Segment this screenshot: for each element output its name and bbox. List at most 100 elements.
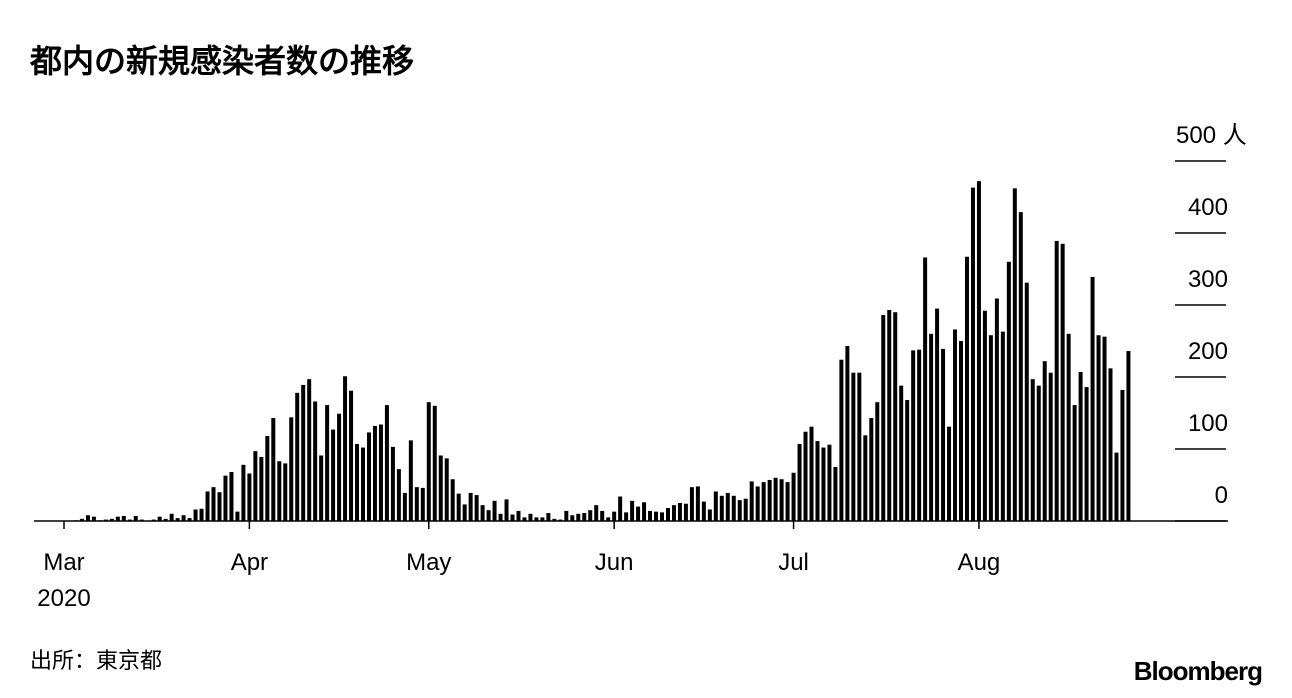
bar	[301, 384, 306, 521]
bar	[247, 473, 252, 521]
bar	[1078, 371, 1083, 521]
bar	[827, 444, 832, 521]
x-tick-label: Mar	[43, 549, 84, 576]
bar	[570, 515, 575, 521]
bar	[486, 510, 491, 521]
bar	[809, 426, 814, 521]
bar	[438, 455, 443, 521]
bar	[199, 508, 204, 521]
bar	[905, 400, 910, 521]
bar	[564, 510, 569, 521]
bar	[719, 495, 724, 521]
bar	[474, 495, 479, 521]
bar	[695, 486, 700, 521]
bar	[743, 498, 748, 521]
bar	[133, 515, 138, 521]
bar	[426, 402, 431, 521]
x-tick-label: May	[406, 549, 451, 576]
bar	[594, 505, 599, 521]
bar	[516, 510, 521, 521]
bar	[618, 496, 623, 521]
bar	[169, 513, 174, 521]
bar	[1060, 243, 1065, 522]
bar	[970, 187, 975, 521]
bar	[725, 492, 730, 521]
bar	[337, 413, 342, 521]
bar	[498, 513, 503, 521]
bar	[713, 491, 718, 521]
bar	[480, 505, 485, 521]
bar	[181, 515, 186, 521]
bar	[1108, 368, 1113, 521]
bar	[127, 519, 132, 521]
bar	[175, 518, 180, 521]
bar	[85, 515, 90, 521]
bar	[396, 469, 401, 521]
bar	[588, 510, 593, 521]
bar	[851, 372, 856, 521]
bar	[665, 508, 670, 521]
bar	[319, 455, 324, 521]
bar	[546, 513, 551, 521]
bar	[211, 487, 216, 521]
bar	[271, 418, 276, 521]
bar	[964, 256, 969, 521]
bar	[456, 493, 461, 521]
bar	[929, 333, 934, 521]
bar	[408, 440, 413, 521]
bar	[534, 517, 539, 521]
bar	[857, 372, 862, 521]
bar	[731, 495, 736, 521]
bar	[378, 424, 383, 521]
bar	[307, 379, 312, 521]
bar	[187, 518, 192, 521]
x-tick-label: Aug	[958, 549, 1001, 576]
bar	[402, 492, 407, 521]
bar	[349, 390, 354, 521]
bar	[982, 310, 987, 521]
bar	[935, 308, 940, 521]
bar	[361, 447, 365, 521]
bar	[289, 417, 294, 521]
bar	[845, 346, 850, 521]
bar	[366, 432, 371, 521]
bar	[1066, 333, 1071, 521]
x-year-label: 2020	[37, 585, 90, 612]
bar	[139, 519, 144, 521]
bar	[576, 513, 581, 521]
bar	[79, 518, 84, 521]
bar	[671, 505, 676, 521]
bar	[767, 479, 772, 521]
bar	[115, 516, 120, 521]
bar	[833, 467, 838, 521]
bar	[450, 479, 455, 521]
bar	[797, 443, 802, 521]
bar	[205, 491, 210, 521]
bar	[462, 504, 467, 521]
bar	[976, 181, 981, 521]
y-tick-label: 300	[1188, 266, 1228, 293]
bar	[492, 500, 497, 521]
bar	[1012, 188, 1017, 522]
chart-title: 都内の新規感染者数の推移	[29, 43, 414, 79]
bar	[600, 510, 605, 521]
bar	[654, 511, 659, 521]
y-tick-label: 200	[1188, 338, 1228, 365]
bar	[313, 401, 318, 521]
x-tick-label: Jul	[778, 549, 809, 576]
y-tick-label: 400	[1188, 194, 1228, 221]
y-tick-label: 500 人	[1176, 122, 1247, 149]
bar	[899, 385, 904, 521]
bar	[121, 515, 126, 521]
bar	[606, 517, 611, 521]
bar	[343, 376, 348, 521]
bar	[1006, 261, 1011, 521]
bar	[1114, 452, 1119, 521]
bar	[1096, 335, 1101, 521]
bar	[988, 335, 993, 521]
bar	[815, 441, 820, 521]
bar	[881, 315, 886, 521]
bar	[773, 477, 778, 521]
